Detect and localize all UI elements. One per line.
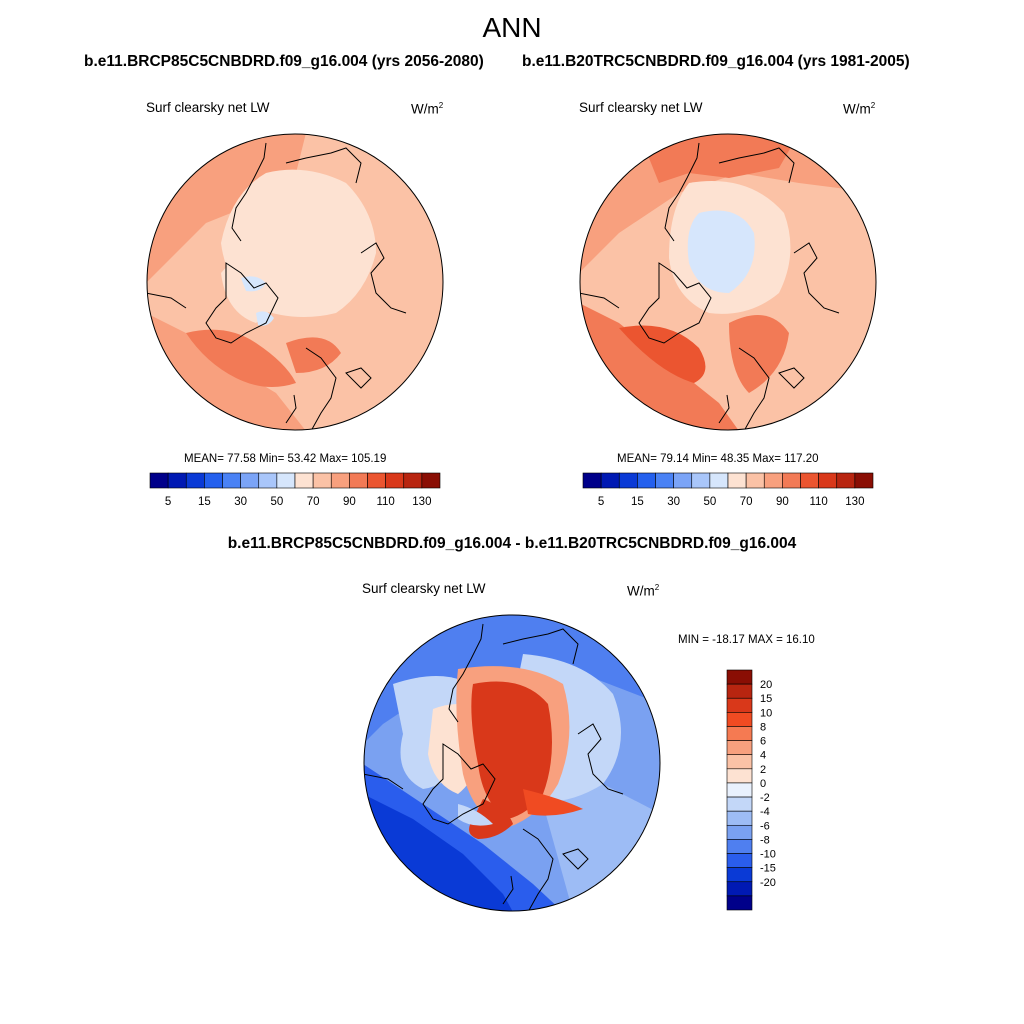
colorbar-swatch — [167, 472, 187, 489]
colorbar-swatch — [258, 472, 278, 489]
right-polar-map — [579, 133, 877, 431]
colorbar-tick-label: 90 — [776, 496, 789, 508]
colorbar-swatch — [727, 472, 747, 489]
diff-colorbar-tick-label: -10 — [760, 849, 776, 861]
colorbar-tick-label: 130 — [412, 496, 431, 508]
colorbar-swatch — [673, 472, 693, 489]
diff-colorbar-tick-label: -4 — [760, 806, 770, 818]
right-panel-variable-label: Surf clearsky net LW — [579, 100, 703, 115]
difference-stats: MIN = -18.17 MAX = 16.10 — [678, 634, 815, 646]
diff-colorbar-tick-label: -6 — [760, 820, 770, 832]
left-polar-map — [146, 133, 444, 431]
colorbar-swatch — [836, 472, 856, 489]
colorbar-tick-label: 90 — [343, 496, 356, 508]
diff-colorbar-swatch — [726, 726, 753, 741]
colorbar-swatch — [222, 472, 241, 489]
colorbar-swatch — [582, 472, 602, 489]
colorbar-swatch — [637, 472, 656, 489]
colorbar-tick-label: 30 — [667, 496, 680, 508]
diff-colorbar-tick-label: 15 — [760, 693, 772, 705]
diff-colorbar-tick-label: 20 — [760, 679, 772, 691]
diff-colorbar-swatch — [726, 853, 753, 868]
left-colorbar: 5 15 30 50 70 90 110 130 — [149, 472, 441, 508]
colorbar-swatch — [600, 472, 620, 489]
colorbar-tick-label: 110 — [809, 496, 827, 508]
diff-colorbar-tick-label: -20 — [760, 877, 776, 889]
diff-colorbar-swatch — [726, 824, 753, 840]
colorbar-tick-label: 30 — [234, 496, 247, 508]
colorbar-tick-label: 70 — [307, 496, 320, 508]
colorbar-swatch — [709, 472, 729, 489]
diff-colorbar-swatch — [726, 697, 753, 713]
diff-colorbar-swatch — [726, 796, 753, 812]
diff-colorbar-swatch — [726, 768, 753, 784]
right-panel-stats: MEAN= 79.14 Min= 48.35 Max= 117.20 — [617, 453, 819, 465]
colorbar-swatch — [691, 472, 711, 489]
colorbar-swatch — [367, 472, 386, 489]
diff-colorbar-tick-label: 4 — [760, 750, 766, 762]
left-panel-stats: MEAN= 77.58 Min= 53.42 Max= 105.19 — [184, 453, 387, 465]
left-panel-variable-label: Surf clearsky net LW — [146, 100, 270, 115]
colorbar-tick-label: 50 — [270, 496, 283, 508]
difference-units-label: W/m2 — [627, 583, 660, 599]
colorbar-swatch — [185, 472, 205, 489]
colorbar-swatch — [618, 472, 638, 489]
left-panel-units-label: W/m2 — [411, 101, 444, 117]
colorbar-tick-label: 15 — [631, 496, 644, 508]
diff-colorbar-swatch — [726, 754, 753, 770]
colorbar-swatch — [403, 472, 423, 489]
colorbar-swatch — [204, 472, 223, 489]
difference-title: b.e11.BRCP85C5CNBDRD.f09_g16.004 - b.e11… — [227, 535, 797, 552]
diff-colorbar-swatch — [726, 683, 753, 699]
colorbar-swatch — [276, 472, 296, 489]
colorbar-swatch — [385, 472, 405, 489]
diff-colorbar-swatch — [726, 740, 753, 756]
diff-colorbar-tick-label: -15 — [760, 863, 776, 875]
diff-colorbar-swatch — [726, 712, 753, 727]
colorbar-swatch — [745, 472, 765, 489]
diff-colorbar-tick-label: 8 — [760, 721, 766, 733]
colorbar-swatch — [782, 472, 801, 489]
diff-colorbar-swatch — [726, 867, 753, 883]
colorbar-swatch — [349, 472, 368, 489]
colorbar-tick-label: 5 — [165, 496, 171, 508]
right-panel-units-label: W/m2 — [843, 101, 876, 117]
colorbar-swatch — [854, 472, 874, 489]
colorbar-tick-label: 110 — [376, 496, 394, 508]
diff-colorbar-tick-label: 2 — [760, 764, 766, 776]
colorbar-tick-label: 130 — [845, 496, 864, 508]
diff-colorbar-tick-label: 10 — [760, 707, 772, 719]
colorbar-swatch — [763, 472, 783, 489]
colorbar-swatch — [294, 472, 314, 489]
colorbar-swatch — [421, 472, 441, 489]
colorbar-swatch — [330, 472, 350, 489]
colorbar-tick-label: 50 — [703, 496, 716, 508]
diff-colorbar-swatch — [726, 782, 753, 798]
diff-colorbar-tick-label: 6 — [760, 736, 766, 748]
colorbar-swatch — [655, 472, 674, 489]
right-colorbar: 5 15 30 50 70 90 110 130 — [582, 472, 874, 508]
right-panel-case-title: b.e11.B20TRC5CNBDRD.f09_g16.004 (yrs 198… — [522, 53, 910, 70]
diff-colorbar-swatch — [726, 881, 753, 897]
colorbar-tick-label: 15 — [198, 496, 211, 508]
colorbar-swatch — [800, 472, 819, 489]
difference-polar-map — [363, 614, 661, 912]
diff-colorbar-tick-label: -2 — [760, 792, 770, 804]
colorbar-swatch — [312, 472, 332, 489]
left-panel-case-title: b.e11.BRCP85C5CNBDRD.f09_g16.004 (yrs 20… — [84, 53, 484, 70]
diff-colorbar-swatch — [726, 810, 753, 826]
difference-variable-label: Surf clearsky net LW — [362, 581, 486, 596]
colorbar-tick-label: 70 — [740, 496, 753, 508]
diff-colorbar-swatch — [726, 839, 753, 854]
diff-colorbar-swatch — [726, 669, 753, 685]
colorbar-swatch — [149, 472, 169, 489]
colorbar-swatch — [240, 472, 260, 489]
colorbar-tick-label: 5 — [598, 496, 604, 508]
colorbar-swatch — [818, 472, 838, 489]
diff-colorbar-tick-label: 0 — [760, 778, 766, 790]
main-title: ANN — [482, 12, 542, 43]
diff-colorbar-swatch — [726, 895, 753, 911]
diff-colorbar-tick-label: -8 — [760, 834, 770, 846]
